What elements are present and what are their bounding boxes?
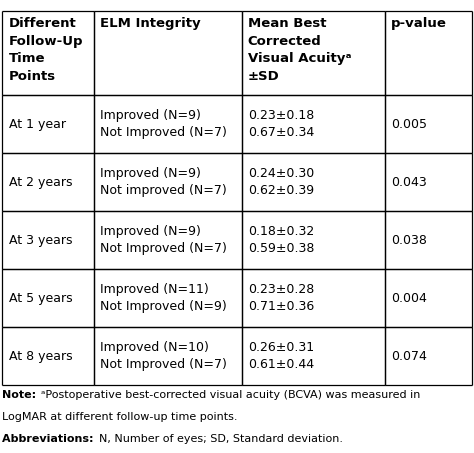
Text: At 8 years: At 8 years — [9, 350, 72, 362]
Bar — [242, 11, 385, 95]
Text: p-value: p-value — [391, 17, 447, 30]
Text: ᵃPostoperative best-corrected visual acuity (BCVA) was measured in: ᵃPostoperative best-corrected visual acu… — [41, 390, 420, 400]
Bar — [242, 327, 385, 385]
Text: 0.043: 0.043 — [391, 176, 427, 188]
Bar — [94, 327, 242, 385]
Bar — [94, 269, 242, 327]
Text: ELM Integrity: ELM Integrity — [100, 17, 201, 30]
Text: 0.004: 0.004 — [391, 292, 427, 304]
Bar — [385, 95, 472, 153]
Bar — [242, 95, 385, 153]
Bar — [94, 11, 242, 95]
Bar — [2, 95, 94, 153]
Text: At 5 years: At 5 years — [9, 292, 72, 304]
Bar — [2, 269, 94, 327]
Bar — [2, 11, 94, 95]
Bar — [94, 95, 242, 153]
Bar — [385, 153, 472, 211]
Text: At 1 year: At 1 year — [9, 118, 65, 130]
Bar — [94, 153, 242, 211]
Text: 0.18±0.32
0.59±0.38: 0.18±0.32 0.59±0.38 — [248, 225, 314, 255]
Text: Note:: Note: — [2, 390, 40, 400]
Bar — [242, 153, 385, 211]
Text: 0.005: 0.005 — [391, 118, 427, 130]
Bar — [2, 327, 94, 385]
Text: Improved (N=9)
Not improved (N=7): Improved (N=9) Not improved (N=7) — [100, 167, 227, 198]
Text: N, Number of eyes; SD, Standard deviation.: N, Number of eyes; SD, Standard deviatio… — [99, 434, 343, 444]
Text: At 3 years: At 3 years — [9, 234, 72, 246]
Bar — [242, 269, 385, 327]
Text: Improved (N=10)
Not Improved (N=7): Improved (N=10) Not Improved (N=7) — [100, 341, 227, 371]
Bar — [2, 153, 94, 211]
Text: 0.23±0.28
0.71±0.36: 0.23±0.28 0.71±0.36 — [248, 283, 314, 313]
Text: At 2 years: At 2 years — [9, 176, 72, 188]
Bar — [385, 269, 472, 327]
Bar — [2, 211, 94, 269]
Text: Mean Best
Corrected
Visual Acuityᵃ
±SD: Mean Best Corrected Visual Acuityᵃ ±SD — [248, 17, 351, 83]
Bar — [385, 11, 472, 95]
Text: 0.074: 0.074 — [391, 350, 427, 362]
Bar — [94, 211, 242, 269]
Text: 0.24±0.30
0.62±0.39: 0.24±0.30 0.62±0.39 — [248, 167, 314, 198]
Text: 0.26±0.31
0.61±0.44: 0.26±0.31 0.61±0.44 — [248, 341, 314, 371]
Bar — [242, 211, 385, 269]
Text: 0.23±0.18
0.67±0.34: 0.23±0.18 0.67±0.34 — [248, 109, 314, 140]
Bar — [385, 327, 472, 385]
Text: Different
Follow-Up
Time
Points: Different Follow-Up Time Points — [9, 17, 83, 83]
Text: Abbreviations:: Abbreviations: — [2, 434, 98, 444]
Text: 0.038: 0.038 — [391, 234, 427, 246]
Text: LogMAR at different follow-up time points.: LogMAR at different follow-up time point… — [2, 412, 238, 422]
Text: Improved (N=9)
Not Improved (N=7): Improved (N=9) Not Improved (N=7) — [100, 109, 227, 140]
Bar — [385, 211, 472, 269]
Text: Improved (N=9)
Not Improved (N=7): Improved (N=9) Not Improved (N=7) — [100, 225, 227, 255]
Text: Improved (N=11)
Not Improved (N=9): Improved (N=11) Not Improved (N=9) — [100, 283, 227, 313]
